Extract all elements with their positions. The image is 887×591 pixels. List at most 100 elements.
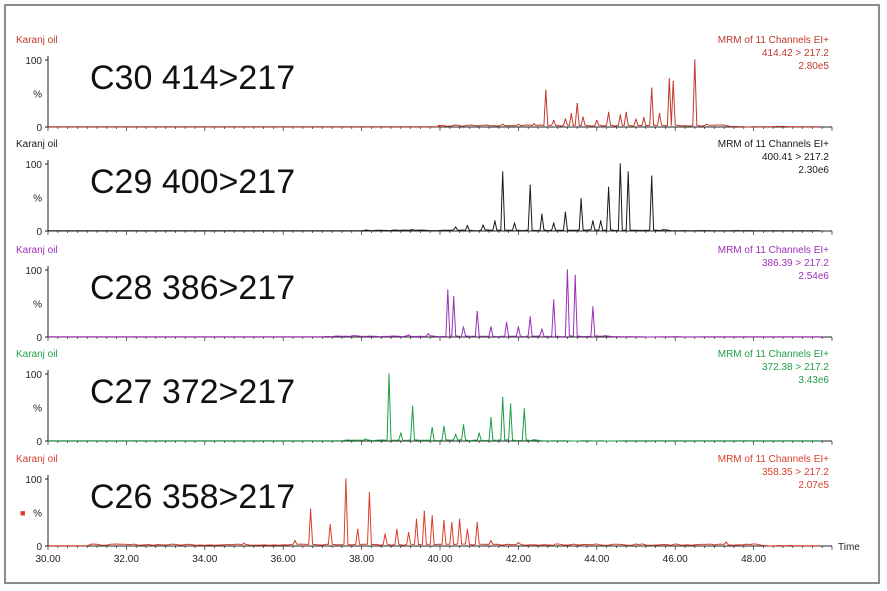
sample-label: Karanj oil [16,35,58,46]
peak-point [668,78,670,80]
peak-point [658,113,661,115]
transition-label: 414.42 > 217.2 [762,48,829,59]
peak-point [545,89,547,91]
x-tick-label: 44.00 [584,554,609,565]
sample-label: Karanj oil [16,245,58,256]
channel-label: MRM of 11 Channels EI+ [718,245,829,256]
peak-point [533,123,535,125]
x-tick-label: 48.00 [741,554,766,565]
y-tick-label: % [33,404,42,415]
peak-point [451,521,453,524]
transition-big-label: C26 358>217 [90,478,295,516]
peak-point [564,211,567,213]
x-tick-label: 38.00 [349,554,374,565]
peak-point [672,80,674,82]
y-tick-label: % [33,90,42,101]
peak-point [576,102,578,105]
peak-point [462,424,465,426]
y-tick-label: 100 [25,56,42,67]
peak-point [582,116,584,118]
x-tick-label: 30.00 [35,554,60,565]
chromatogram-trace [48,478,821,547]
transition-big-label: C29 400>217 [90,163,295,201]
x-tick-label: 46.00 [663,554,688,565]
peak-point [466,225,468,227]
y-tick-label: 0 [36,333,42,344]
peak-point [502,396,504,398]
transition-label: 358.35 > 217.2 [762,467,829,478]
peak-point [725,541,727,543]
peak-point [357,528,359,530]
chromatogram-trace [48,59,821,128]
peak-point [412,405,414,407]
peak-point [482,224,484,226]
peak-point [541,328,543,330]
peak-point [455,226,457,228]
peak-point [721,124,723,126]
peak-point [478,432,480,434]
peak-point [596,543,598,545]
peak-point [627,171,629,173]
chromatogram-trace [48,269,821,338]
peak-point [596,119,598,121]
peak-point [541,213,543,215]
peak-point [553,299,555,301]
intensity-label: 2.30e6 [798,165,829,176]
transition-label: 386.39 > 217.2 [762,258,829,269]
peak-point [453,296,455,298]
peak-point [427,333,429,335]
peak-point [494,220,496,222]
peak-point [533,439,535,441]
y-tick-label: 100 [25,266,42,277]
peak-point [443,425,445,427]
peak-point [353,335,355,337]
transition-label: 400.41 > 217.2 [762,152,829,163]
peak-point [557,543,559,545]
peak-point [529,184,531,186]
peak-point [466,528,468,530]
peak-point [592,220,594,222]
peak-point [570,113,572,115]
peak-point [753,543,755,545]
peak-point [490,326,492,328]
peak-point [510,403,512,405]
peak-point [523,408,525,410]
peak-point [455,124,457,126]
peak-point [459,518,461,520]
peak-point [619,114,621,116]
peak-point [592,306,594,308]
peak-point [643,117,645,119]
x-tick-label: 40.00 [427,554,452,565]
y-tick-label: 0 [36,123,42,134]
peak-point [553,119,555,121]
peak-point [384,533,386,535]
peak-point [243,542,245,544]
peak-point [517,542,519,544]
peak-point [431,427,433,429]
channel-label: MRM of 11 Channels EI+ [718,35,829,46]
intensity-label: 3.43e6 [798,375,829,386]
channel-label: MRM of 11 Channels EI+ [718,454,829,465]
peak-point [502,171,504,173]
peak-point [625,111,627,113]
chromatogram-frame: Karanj oil MRM of 11 Channels EI+ 414.42 >… [4,4,880,584]
x-tick-label: 42.00 [506,554,531,565]
peak-point [408,532,410,534]
peak-point [490,540,492,542]
peak-point [706,123,708,125]
sample-label: Karanj oil [16,349,58,360]
y-tick-label: % [33,194,42,205]
peak-point [364,438,367,440]
peak-point [412,229,414,231]
peak-point [476,521,478,524]
peak-point [396,528,398,530]
peak-point [580,198,582,200]
peak-point [443,519,445,522]
y-tick-label: 100 [25,475,42,486]
peak-point [608,186,610,188]
peak-point [513,222,516,224]
peak-point [486,124,488,126]
channel-label: MRM of 11 Channels EI+ [718,349,829,360]
peak-point [517,326,519,328]
peak-point [329,524,331,526]
